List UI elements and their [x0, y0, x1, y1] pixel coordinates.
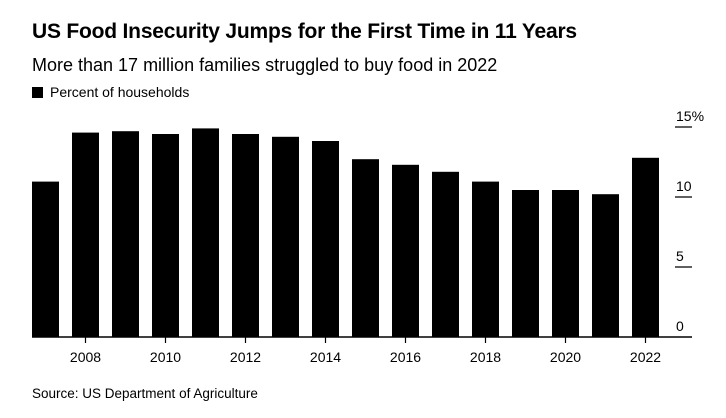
x-tick-label: 2010: [150, 349, 181, 365]
legend-label: Percent of households: [50, 84, 190, 100]
x-tick-label: 2012: [230, 349, 261, 365]
bar-2009: [112, 131, 139, 337]
bar-2011: [192, 128, 219, 337]
bar-2016: [392, 164, 419, 337]
chart-subtitle: More than 17 million families struggled …: [32, 55, 498, 75]
x-tick-label: 2022: [630, 349, 661, 365]
y-tick-label: 15%: [676, 108, 704, 124]
source-note: Source: US Department of Agriculture: [32, 386, 258, 401]
chart-title: US Food Insecurity Jumps for the First T…: [32, 20, 577, 43]
bar-2014: [312, 141, 339, 337]
bar-2018: [472, 181, 499, 337]
y-tick-label: 5: [676, 248, 684, 264]
y-tick-label: 10: [676, 178, 692, 194]
bar-2019: [512, 190, 539, 337]
x-tick-label: 2014: [310, 349, 341, 365]
bar-2022: [632, 157, 659, 337]
bar-2021: [592, 194, 619, 337]
bar-2008: [72, 132, 99, 337]
x-tick-label: 2008: [70, 349, 101, 365]
x-tick-label: 2020: [550, 349, 581, 365]
legend: Percent of households: [32, 84, 189, 100]
bar-2020: [552, 190, 579, 337]
x-tick-label: 2018: [470, 349, 501, 365]
bar-2007: [32, 181, 59, 337]
bar-2015: [352, 159, 379, 337]
bar-2013: [272, 136, 299, 337]
y-tick-label: 0: [676, 318, 684, 334]
bar-2017: [432, 171, 459, 337]
bar-2012: [232, 134, 259, 337]
bar-2010: [152, 134, 179, 337]
x-tick-label: 2016: [390, 349, 421, 365]
legend-swatch: [32, 86, 43, 98]
